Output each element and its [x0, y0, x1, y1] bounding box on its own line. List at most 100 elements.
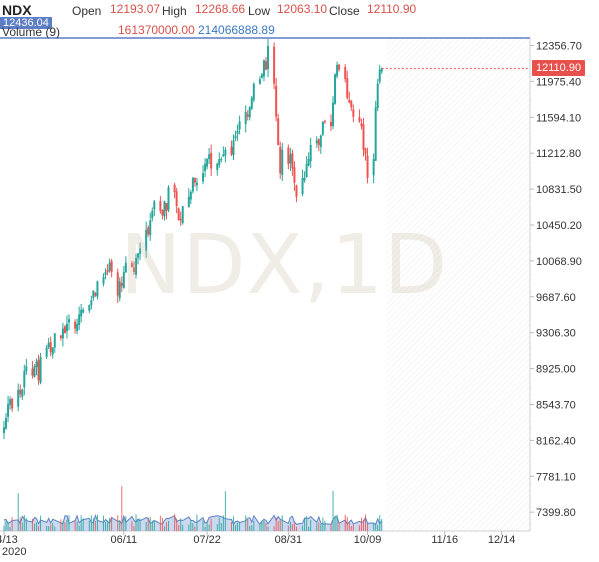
candle-body[interactable]	[59, 335, 62, 338]
candle-body[interactable]	[47, 342, 50, 348]
candle-body[interactable]	[248, 107, 251, 118]
candle-body[interactable]	[260, 74, 263, 78]
candle-body[interactable]	[130, 263, 133, 268]
candle-body[interactable]	[234, 135, 237, 139]
candle-body[interactable]	[132, 267, 135, 273]
candle-body[interactable]	[378, 69, 381, 82]
candle-body[interactable]	[309, 144, 312, 162]
candle-body[interactable]	[187, 196, 190, 208]
candle-body[interactable]	[360, 123, 363, 127]
candle-body[interactable]	[258, 79, 261, 84]
candle-body[interactable]	[17, 389, 20, 407]
candle-body[interactable]	[329, 121, 332, 127]
candle-body[interactable]	[76, 323, 79, 332]
candle-body[interactable]	[31, 368, 34, 376]
candle-body[interactable]	[380, 68, 383, 72]
candle-body[interactable]	[106, 269, 109, 273]
candle-body[interactable]	[224, 149, 227, 156]
candle-body[interactable]	[350, 100, 353, 108]
candle-body[interactable]	[189, 192, 192, 200]
candle-body[interactable]	[348, 99, 351, 103]
candle-body[interactable]	[21, 389, 24, 397]
candle-body[interactable]	[149, 220, 152, 236]
candle-body[interactable]	[265, 61, 267, 70]
candle-body[interactable]	[281, 149, 284, 175]
candle-body[interactable]	[338, 64, 341, 70]
candle-body[interactable]	[289, 154, 292, 164]
candle-body[interactable]	[3, 427, 5, 434]
candle-body[interactable]	[321, 121, 324, 135]
candle-body[interactable]	[165, 202, 168, 211]
candle-body[interactable]	[25, 366, 28, 372]
candle-body[interactable]	[161, 210, 164, 216]
candle-body[interactable]	[236, 130, 239, 134]
candle-body[interactable]	[352, 109, 355, 117]
candle-body[interactable]	[65, 323, 68, 332]
candle-body[interactable]	[63, 326, 66, 334]
candle-body[interactable]	[151, 210, 154, 219]
candle-body[interactable]	[372, 159, 375, 176]
candle-body[interactable]	[319, 135, 322, 147]
candle-body[interactable]	[295, 185, 298, 197]
candle-body[interactable]	[232, 140, 235, 156]
candle-body[interactable]	[67, 319, 70, 323]
candle-body[interactable]	[374, 107, 377, 161]
candle-body[interactable]	[7, 403, 10, 417]
candle-body[interactable]	[262, 60, 265, 77]
candle-body[interactable]	[195, 182, 198, 186]
candle-body[interactable]	[208, 154, 211, 160]
candle-body[interactable]	[287, 147, 290, 164]
candle-body[interactable]	[277, 118, 280, 145]
candle-body[interactable]	[82, 309, 85, 313]
candle-body[interactable]	[364, 148, 367, 155]
candle-body[interactable]	[218, 159, 221, 165]
candle-body[interactable]	[238, 121, 241, 130]
candle-body[interactable]	[250, 97, 253, 109]
candle-body[interactable]	[204, 163, 207, 172]
candle-body[interactable]	[202, 173, 205, 182]
candle-body[interactable]	[206, 159, 209, 167]
candle-body[interactable]	[74, 321, 77, 329]
candle-body[interactable]	[92, 290, 95, 298]
candle-body[interactable]	[53, 333, 56, 348]
candle-body[interactable]	[275, 85, 278, 117]
candle-body[interactable]	[102, 276, 105, 284]
candle-body[interactable]	[179, 218, 182, 221]
candle-body[interactable]	[267, 46, 270, 70]
candle-body[interactable]	[173, 184, 176, 193]
candle-body[interactable]	[301, 177, 304, 195]
candle-body[interactable]	[88, 305, 91, 311]
candle-body[interactable]	[177, 208, 180, 221]
candle-body[interactable]	[315, 140, 318, 144]
candle-body[interactable]	[90, 300, 93, 306]
candle-body[interactable]	[307, 159, 310, 166]
candle-body[interactable]	[163, 201, 166, 217]
candle-body[interactable]	[323, 120, 326, 122]
candle-body[interactable]	[344, 67, 347, 80]
candle-body[interactable]	[159, 201, 162, 211]
candle-body[interactable]	[122, 272, 125, 288]
candle-body[interactable]	[9, 399, 12, 405]
candle-body[interactable]	[193, 178, 196, 183]
candle-body[interactable]	[273, 46, 276, 84]
candle-body[interactable]	[191, 177, 194, 192]
candle-body[interactable]	[39, 356, 42, 383]
candle-body[interactable]	[45, 347, 48, 357]
candle-body[interactable]	[222, 154, 225, 157]
candle-body[interactable]	[120, 283, 123, 287]
candle-body[interactable]	[336, 64, 339, 77]
candle-body[interactable]	[94, 293, 97, 296]
candle-body[interactable]	[366, 155, 369, 178]
candle-body[interactable]	[230, 146, 233, 155]
candle-body[interactable]	[51, 347, 54, 355]
candle-body[interactable]	[118, 281, 121, 298]
candle-body[interactable]	[167, 187, 170, 211]
candle-body[interactable]	[175, 191, 178, 207]
candle-body[interactable]	[305, 163, 308, 177]
candle-body[interactable]	[137, 253, 140, 258]
candle-body[interactable]	[181, 206, 184, 224]
candle-body[interactable]	[303, 177, 306, 181]
candle-body[interactable]	[220, 159, 223, 161]
candle-body[interactable]	[78, 314, 81, 325]
